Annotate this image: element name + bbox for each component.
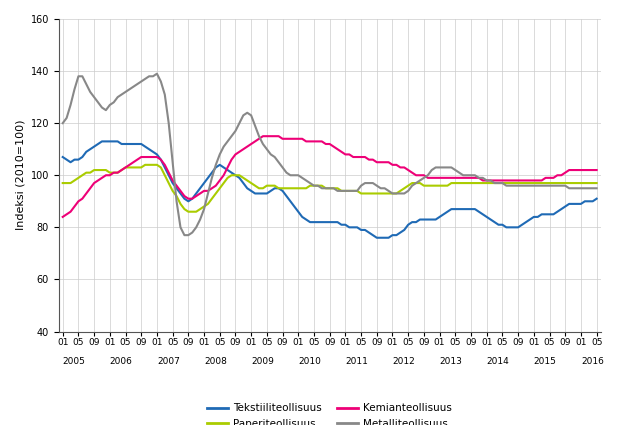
- Kemianteollisuus: [259, 133, 266, 139]
- Metalliteollisuus: [181, 232, 188, 238]
- Kemianteollisuus: [243, 144, 251, 149]
- Text: 2016: 2016: [581, 357, 604, 366]
- Paperiteollisuus: [397, 188, 404, 193]
- Kemianteollisuus: [593, 167, 601, 173]
- Paperiteollisuus: [593, 181, 601, 186]
- Metalliteollisuus: [263, 147, 271, 152]
- Metalliteollisuus: [252, 123, 259, 128]
- Metalliteollisuus: [134, 82, 141, 87]
- Metalliteollisuus: [302, 178, 310, 183]
- Line: Kemianteollisuus: Kemianteollisuus: [63, 136, 597, 217]
- Text: 2006: 2006: [110, 357, 133, 366]
- Tekstiiliteollisuus: [299, 214, 306, 219]
- Kemianteollisuus: [475, 175, 483, 180]
- Metalliteollisuus: [593, 186, 601, 191]
- Text: 2007: 2007: [157, 357, 180, 366]
- Paperiteollisuus: [302, 186, 310, 191]
- Y-axis label: Indeksi (2010=100): Indeksi (2010=100): [15, 120, 25, 230]
- Text: 2014: 2014: [487, 357, 509, 366]
- Paperiteollisuus: [479, 181, 486, 186]
- Paperiteollisuus: [252, 183, 259, 188]
- Tekstiiliteollisuus: [397, 230, 404, 235]
- Kemianteollisuus: [134, 157, 141, 162]
- Paperiteollisuus: [134, 165, 141, 170]
- Kemianteollisuus: [255, 136, 263, 142]
- Kemianteollisuus: [392, 162, 400, 167]
- Tekstiiliteollisuus: [373, 235, 381, 240]
- Text: 2013: 2013: [440, 357, 463, 366]
- Text: 2011: 2011: [345, 357, 368, 366]
- Metalliteollisuus: [479, 175, 486, 180]
- Metalliteollisuus: [397, 191, 404, 196]
- Line: Tekstiiliteollisuus: Tekstiiliteollisuus: [63, 142, 597, 238]
- Tekstiiliteollisuus: [593, 196, 601, 201]
- Line: Paperiteollisuus: Paperiteollisuus: [63, 165, 597, 212]
- Paperiteollisuus: [184, 209, 192, 214]
- Metalliteollisuus: [59, 121, 66, 126]
- Text: 2005: 2005: [63, 357, 86, 366]
- Legend: Tekstiiliteollisuus, Paperiteollisuus, Kemianteollisuus, Metalliteollisuus: Tekstiiliteollisuus, Paperiteollisuus, K…: [203, 399, 456, 425]
- Text: 2008: 2008: [204, 357, 227, 366]
- Text: 2010: 2010: [298, 357, 321, 366]
- Kemianteollisuus: [299, 136, 306, 142]
- Tekstiiliteollisuus: [247, 188, 255, 193]
- Text: 2012: 2012: [392, 357, 415, 366]
- Paperiteollisuus: [59, 181, 66, 186]
- Paperiteollisuus: [263, 183, 271, 188]
- Tekstiiliteollisuus: [59, 154, 66, 159]
- Metalliteollisuus: [153, 71, 161, 76]
- Tekstiiliteollisuus: [259, 191, 266, 196]
- Paperiteollisuus: [142, 162, 149, 167]
- Tekstiiliteollisuus: [137, 142, 145, 147]
- Line: Metalliteollisuus: Metalliteollisuus: [63, 74, 597, 235]
- Tekstiiliteollisuus: [479, 212, 486, 217]
- Text: 2015: 2015: [534, 357, 556, 366]
- Text: 2009: 2009: [251, 357, 274, 366]
- Kemianteollisuus: [59, 214, 66, 219]
- Tekstiiliteollisuus: [98, 139, 106, 144]
